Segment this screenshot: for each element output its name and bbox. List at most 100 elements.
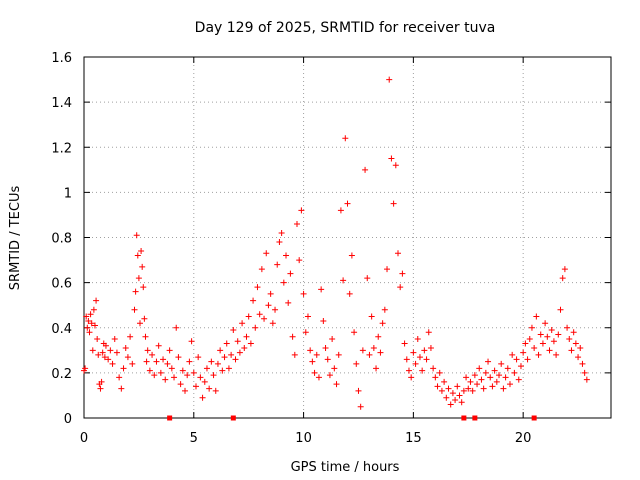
y-tick-label: 1	[64, 186, 72, 201]
baseline-marker	[472, 415, 478, 421]
data-point	[506, 381, 513, 388]
data-point	[526, 336, 533, 343]
data-point	[138, 248, 145, 255]
data-point	[315, 374, 322, 381]
data-point	[335, 351, 342, 358]
y-axis-label: SRMTID / TECUs	[8, 186, 23, 291]
data-point	[283, 252, 290, 259]
data-point	[544, 333, 551, 340]
data-point	[441, 378, 448, 385]
data-point	[425, 329, 432, 336]
data-point	[173, 324, 180, 331]
x-tick-label: 5	[190, 431, 198, 446]
data-point	[463, 374, 470, 381]
data-point	[107, 347, 114, 354]
x-tick-label: 0	[80, 431, 88, 446]
data-point	[436, 369, 443, 376]
data-point	[86, 329, 93, 336]
data-point	[274, 261, 281, 268]
data-point	[500, 385, 507, 392]
data-point	[111, 336, 118, 343]
data-point	[572, 340, 579, 347]
data-point	[84, 324, 91, 331]
data-point	[256, 311, 263, 318]
data-point	[465, 385, 472, 392]
data-point	[324, 356, 331, 363]
data-point	[223, 340, 230, 347]
grid-lines	[84, 57, 611, 418]
data-point	[168, 365, 175, 372]
data-point	[101, 354, 108, 361]
data-point	[373, 365, 380, 372]
data-point	[88, 320, 95, 327]
data-point	[127, 333, 134, 340]
data-point	[142, 333, 149, 340]
data-point	[219, 367, 226, 374]
data-point	[403, 356, 410, 363]
data-point	[496, 372, 503, 379]
data-point	[236, 349, 243, 356]
y-tick-label: 1.2	[51, 141, 72, 156]
data-point	[243, 333, 250, 340]
data-point	[401, 340, 408, 347]
data-point	[485, 358, 492, 365]
data-point	[307, 347, 314, 354]
data-point	[269, 320, 276, 327]
y-tick-label: 0	[64, 412, 72, 427]
plot-frame	[83, 56, 612, 419]
data-point	[438, 387, 445, 394]
data-point	[456, 392, 463, 399]
data-point	[139, 263, 146, 270]
x-axis-ticks: 0 5 10 15 20	[80, 57, 531, 446]
data-point	[85, 317, 92, 324]
data-point	[502, 374, 509, 381]
data-point	[90, 306, 97, 313]
data-point	[550, 338, 557, 345]
data-point	[199, 394, 206, 401]
data-point	[511, 369, 518, 376]
data-point	[478, 376, 485, 383]
baseline-marker	[531, 415, 537, 421]
data-point	[146, 367, 153, 374]
data-point	[134, 252, 141, 259]
x-tick-label: 15	[405, 431, 422, 446]
data-point	[570, 329, 577, 336]
data-point	[379, 320, 386, 327]
data-point	[566, 336, 573, 343]
data-point	[272, 306, 279, 313]
data-point	[337, 207, 344, 214]
data-point	[531, 345, 538, 352]
data-point	[447, 401, 454, 408]
data-point	[548, 327, 555, 334]
data-point	[504, 365, 511, 372]
data-point	[359, 347, 366, 354]
data-point	[157, 369, 164, 376]
data-point	[375, 333, 382, 340]
data-point	[241, 345, 248, 352]
data-point	[184, 372, 191, 379]
data-point	[395, 250, 402, 257]
data-point	[302, 329, 309, 336]
y-tick-label: 1.6	[51, 51, 72, 66]
data-point	[300, 290, 307, 297]
data-point	[99, 349, 106, 356]
data-point	[210, 372, 217, 379]
data-point	[164, 360, 171, 367]
data-point	[469, 387, 476, 394]
data-point	[97, 385, 104, 392]
data-point	[171, 374, 178, 381]
data-point	[357, 403, 364, 410]
data-point	[568, 347, 575, 354]
data-point	[95, 351, 102, 358]
data-point	[151, 372, 158, 379]
data-point	[454, 383, 461, 390]
data-point	[390, 200, 397, 207]
data-point	[564, 324, 571, 331]
data-point	[252, 324, 259, 331]
data-point	[162, 376, 169, 383]
data-point	[522, 340, 529, 347]
data-point	[513, 356, 520, 363]
data-point	[245, 313, 252, 320]
data-point	[575, 354, 582, 361]
